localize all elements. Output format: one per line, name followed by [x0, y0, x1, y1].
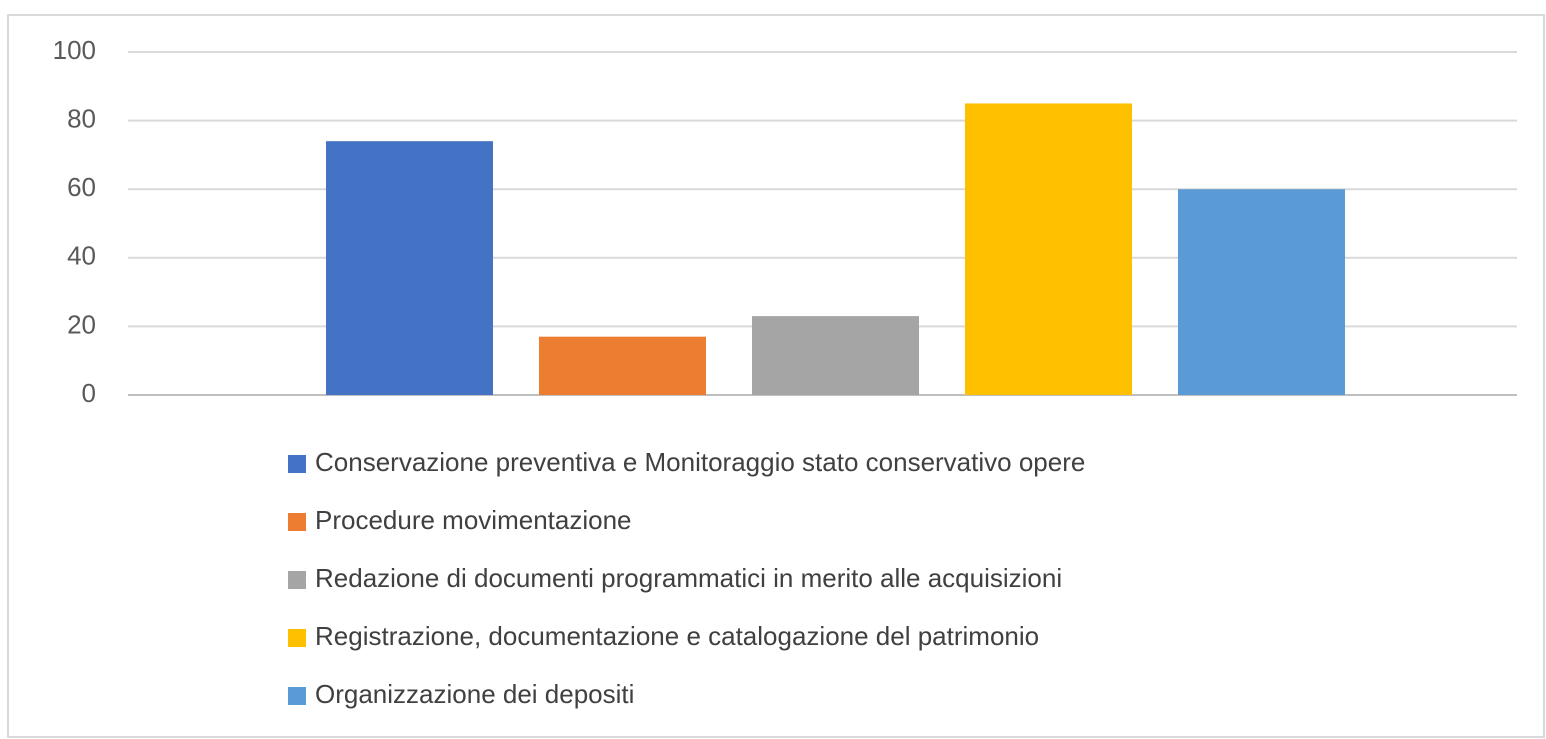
bar: [326, 141, 493, 395]
legend-label: Procedure movimentazione: [315, 505, 632, 535]
legend-label: Registrazione, documentazione e cataloga…: [315, 621, 1039, 651]
y-tick-label: 20: [67, 309, 96, 339]
legend-label: Conservazione preventiva e Monitoraggio …: [315, 447, 1085, 477]
legend-swatch: [288, 571, 306, 589]
bar: [752, 316, 919, 395]
y-tick-label: 80: [67, 103, 96, 133]
y-tick-label: 40: [67, 241, 96, 271]
bar: [1178, 189, 1345, 395]
bar: [539, 336, 706, 395]
legend-swatch: [288, 513, 306, 531]
legend-label: Organizzazione dei depositi: [315, 679, 634, 709]
y-tick-label: 0: [82, 378, 96, 408]
legend-label: Redazione di documenti programmatici in …: [315, 563, 1062, 593]
y-tick-label: 60: [67, 172, 96, 202]
y-tick-label: 100: [53, 35, 96, 65]
bar: [965, 103, 1132, 395]
legend-swatch: [288, 629, 306, 647]
legend-swatch: [288, 455, 306, 473]
legend-swatch: [288, 687, 306, 705]
